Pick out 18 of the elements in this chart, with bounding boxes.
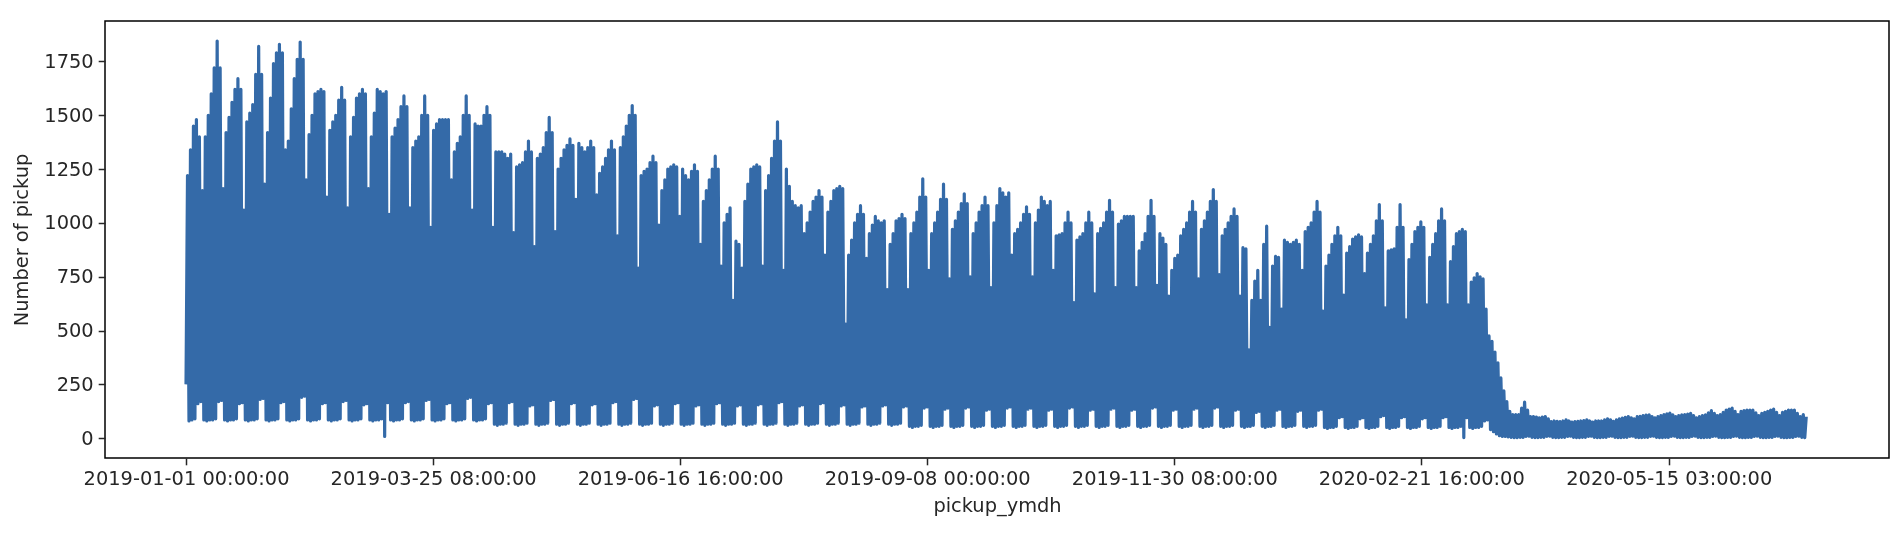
y-tick-label: 1500 <box>44 103 94 127</box>
x-tick-label: 2020-02-21 16:00:00 <box>1318 467 1525 491</box>
x-tick-label: 2020-05-15 03:00:00 <box>1566 467 1773 491</box>
x-axis-title: pickup_ymdh <box>933 493 1062 517</box>
x-tick-label: 2019-01-01 00:00:00 <box>83 467 290 491</box>
y-tick-label: 1750 <box>44 49 94 73</box>
y-tick-label: 1000 <box>44 211 94 235</box>
y-tick-label: 0 <box>81 426 94 450</box>
y-tick-label: 500 <box>56 319 94 343</box>
x-tick-label: 2019-09-08 00:00:00 <box>824 467 1031 491</box>
x-tick-label: 2019-11-30 08:00:00 <box>1071 467 1278 491</box>
y-tick-label: 750 <box>56 265 94 289</box>
x-tick-label: 2019-06-16 16:00:00 <box>577 467 784 491</box>
y-tick-label: 250 <box>56 372 94 396</box>
y-tick-label: 1250 <box>44 157 94 181</box>
y-axis-title: Number of pickup <box>10 153 34 327</box>
x-tick-label: 2019-03-25 08:00:00 <box>330 467 537 491</box>
line-series <box>184 39 1808 440</box>
